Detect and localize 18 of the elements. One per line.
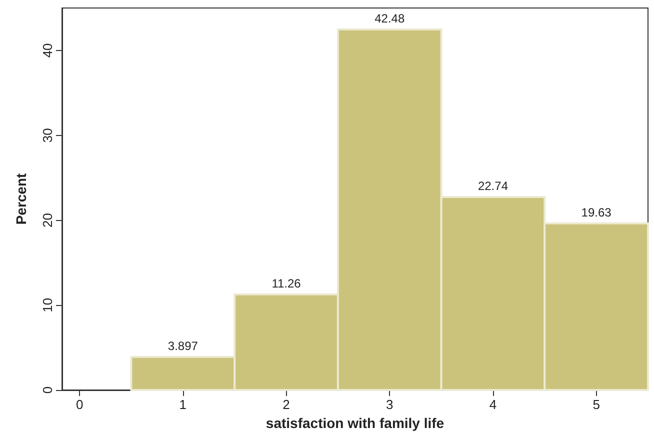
- data-label: 19.63: [581, 205, 612, 220]
- data-label: 11.26: [272, 276, 302, 290]
- x-tick-label: 4: [489, 397, 497, 412]
- y-axis-title: Percent: [13, 172, 29, 225]
- x-tick-label: 3: [386, 397, 394, 412]
- y-tick-label: 0: [40, 386, 55, 394]
- y-tick-label: 10: [40, 298, 55, 312]
- data-label: 22.74: [478, 178, 508, 193]
- x-tick-label: 0: [76, 397, 84, 412]
- x-tick-label: 1: [179, 397, 187, 412]
- data-label: 3.897: [168, 338, 198, 353]
- data-label: 42.48: [374, 11, 405, 26]
- x-tick-label: 2: [282, 397, 290, 412]
- x-tick-label: 5: [592, 397, 600, 412]
- y-tick-label: 20: [40, 212, 55, 228]
- x-axis-title: satisfaction with family life: [266, 415, 444, 431]
- y-tick-label: 40: [40, 43, 55, 58]
- y-tick-label: 30: [40, 128, 55, 143]
